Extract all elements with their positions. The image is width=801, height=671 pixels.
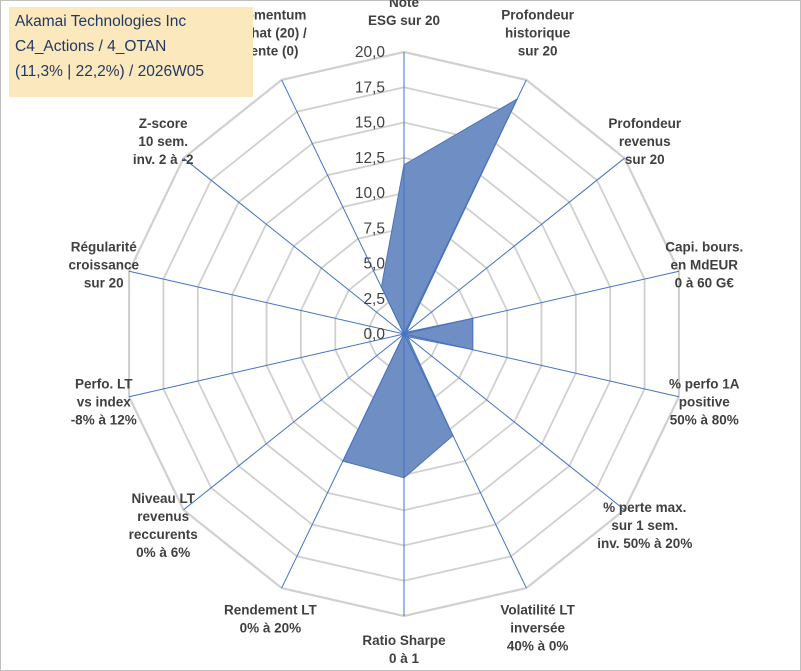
axis-label-line: Rendement LT <box>224 602 318 617</box>
axis-label-line: Capi. bours. <box>665 239 743 254</box>
axis-label-line: Volatilité LT <box>500 602 575 617</box>
axis-label-line: positive <box>679 395 731 410</box>
axis-label-line: inversée <box>510 620 565 635</box>
axis-label-line: sur 20 <box>84 275 124 290</box>
axis-spoke-1 <box>403 79 527 335</box>
axis-spoke-6 <box>403 333 527 589</box>
tick-label: 2,5 <box>363 291 385 308</box>
axis-label-line: Vente (0) <box>242 44 298 59</box>
axis-label-8: Rendement LT 0% à 20% <box>224 602 318 635</box>
axis-label-line: 0% à 6% <box>136 545 190 560</box>
axis-label-7: Ratio Sharpe 0 à 1 <box>362 633 446 666</box>
axis-label-line: revenus <box>619 134 671 149</box>
axis-spoke-11 <box>128 270 405 335</box>
axis-label-line: inv. 50% à 20% <box>597 536 692 551</box>
axis-label-line: Régularité <box>71 239 138 254</box>
axis-spoke-3 <box>403 270 680 335</box>
axis-label-line: 10 sem. <box>138 134 188 149</box>
tick-label: 15,0 <box>355 115 386 132</box>
axis-label-line: vs index <box>77 395 132 410</box>
tick-label: 17,5 <box>355 79 385 96</box>
axis-label-line: Ratio Sharpe <box>362 633 446 648</box>
axis-label-line: Profondeur <box>501 8 574 23</box>
title-stats: (11,3% | 22,2%) / 2026W05 <box>15 63 204 80</box>
axis-label-line: % perte max. <box>603 500 686 515</box>
axis-label-0: Note ESG sur 20 <box>368 0 440 28</box>
axis-label-6: Volatilité LT inversée 40% à 0% <box>500 602 575 653</box>
axis-label-line: en MdEUR <box>671 257 739 272</box>
axis-label-line: historique <box>505 26 571 41</box>
title-box: Akamai Technologies Inc C4_Actions / 4_O… <box>9 7 253 97</box>
axis-label-4: % perfo 1A positive 50% à 80% <box>669 377 740 428</box>
axis-spoke-13 <box>281 79 405 335</box>
axis-label-line: 0 à 60 G€ <box>675 275 735 290</box>
axis-label-line: -8% à 12% <box>71 413 137 428</box>
axis-spoke-2 <box>403 157 625 335</box>
axis-spoke-10 <box>128 333 405 398</box>
axis-label-line: sur 20 <box>518 44 558 59</box>
axis-spoke-12 <box>183 157 405 335</box>
axis-label-line: 40% à 0% <box>507 638 569 653</box>
axis-label-12: Z-score 10 sem. inv. 2 à -2 <box>133 116 194 167</box>
axis-label-line: sur 20 <box>625 152 665 167</box>
axis-label-line: 0 à 1 <box>389 651 420 666</box>
axis-label-line: reccurents <box>129 527 198 542</box>
axis-label-line: Z-score <box>139 116 188 131</box>
axis-label-line: revenus <box>137 509 189 524</box>
axis-label-5: % perte max. sur 1 sem. inv. 50% à 20% <box>597 500 692 551</box>
axis-label-line: Niveau LT <box>131 491 195 506</box>
axis-label-line: Perfo. LT <box>75 377 133 392</box>
axis-spoke-9 <box>183 333 405 511</box>
axis-label-3: Capi. bours. en MdEUR 0 à 60 G€ <box>665 239 743 290</box>
axis-label-1: Profondeur historique sur 20 <box>501 8 574 59</box>
axis-label-2: Profondeur revenus sur 20 <box>608 116 681 167</box>
tick-label: 12,5 <box>355 150 385 167</box>
title-category: C4_Actions / 4_OTAN <box>15 38 167 55</box>
axis-label-line: % perfo 1A <box>669 377 740 392</box>
tick-label: 5,0 <box>363 256 385 273</box>
axis-label-line: Note <box>389 0 419 10</box>
axis-label-line: inv. 2 à -2 <box>133 152 194 167</box>
axis-label-11: Régularité croissance sur 20 <box>68 239 139 290</box>
axis-label-line: Profondeur <box>608 116 681 131</box>
axis-spoke-4 <box>403 333 680 398</box>
axis-label-line: sur 1 sem. <box>611 518 678 533</box>
axis-spoke-8 <box>281 333 405 589</box>
axis-label-line: ESG sur 20 <box>368 13 440 28</box>
axis-label-10: Perfo. LT vs index -8% à 12% <box>71 377 137 428</box>
title-company: Akamai Technologies Inc <box>15 13 187 30</box>
tick-label: 7,5 <box>363 220 385 237</box>
axis-label-line: croissance <box>68 257 139 272</box>
axis-label-9: Niveau LT revenus reccurents 0% à 6% <box>129 491 198 560</box>
tick-label: 0,0 <box>363 326 385 343</box>
axis-label-line: 0% à 20% <box>240 620 302 635</box>
tick-label: 20,0 <box>355 44 386 61</box>
tick-label: 10,0 <box>355 185 386 202</box>
axis-spoke-5 <box>403 333 625 511</box>
axis-label-line: 50% à 80% <box>670 413 739 428</box>
